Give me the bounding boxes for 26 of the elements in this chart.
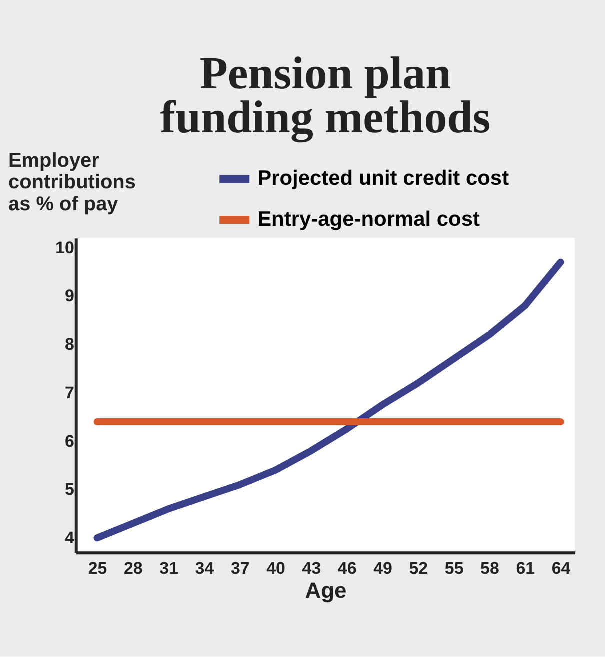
- x-tick-label: 34: [195, 559, 215, 578]
- y-tick-label: 7: [64, 383, 74, 402]
- y-tick-label: 9: [64, 286, 74, 306]
- legend-label: Projected unit credit cost: [258, 167, 510, 190]
- y-tick-label: 6: [64, 432, 74, 451]
- x-tick-label: 37: [230, 559, 250, 578]
- x-tick-label: 52: [409, 559, 428, 578]
- y-tick-label: 5: [64, 480, 74, 500]
- y-axis-title: Employer contributions as % of pay: [8, 150, 136, 216]
- y-tick-label: 4: [64, 528, 75, 548]
- x-tick-label: 64: [552, 559, 572, 578]
- x-tick-label: 43: [302, 559, 322, 578]
- x-tick-label: 49: [374, 559, 392, 578]
- y-tick-label: 10: [56, 238, 74, 258]
- x-axis-title: Age: [305, 578, 347, 604]
- x-tick-label: 40: [266, 559, 286, 578]
- x-tick-label: 31: [160, 559, 179, 578]
- x-tick-label: 28: [124, 559, 143, 578]
- x-tick-label: 61: [516, 559, 536, 578]
- x-tick-label: 46: [338, 559, 357, 578]
- x-tick-label: 25: [88, 559, 108, 578]
- legend-label: Entry-age-normal cost: [258, 208, 480, 232]
- y-tick-label: 8: [64, 335, 74, 354]
- x-tick-label: 58: [480, 559, 500, 578]
- chart-title: Pension plan funding methods: [160, 47, 491, 144]
- x-tick-label: 55: [444, 559, 464, 578]
